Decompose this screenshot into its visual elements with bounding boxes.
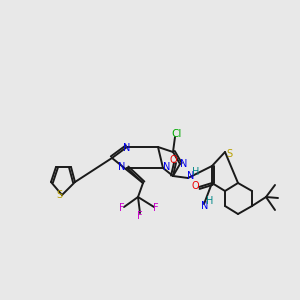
Text: F: F (119, 203, 125, 213)
Text: H: H (192, 167, 200, 177)
Text: S: S (226, 149, 232, 159)
Text: O: O (169, 155, 177, 165)
Text: S: S (56, 190, 62, 200)
Text: Cl: Cl (172, 129, 182, 139)
Text: F: F (137, 211, 143, 221)
Text: N: N (187, 171, 195, 181)
Text: N: N (180, 159, 188, 169)
Text: F: F (153, 203, 159, 213)
Text: O: O (191, 181, 199, 191)
Text: N: N (163, 162, 171, 172)
Text: N: N (201, 201, 209, 211)
Text: H: H (206, 196, 214, 206)
Text: N: N (118, 162, 126, 172)
Text: N: N (123, 143, 131, 153)
